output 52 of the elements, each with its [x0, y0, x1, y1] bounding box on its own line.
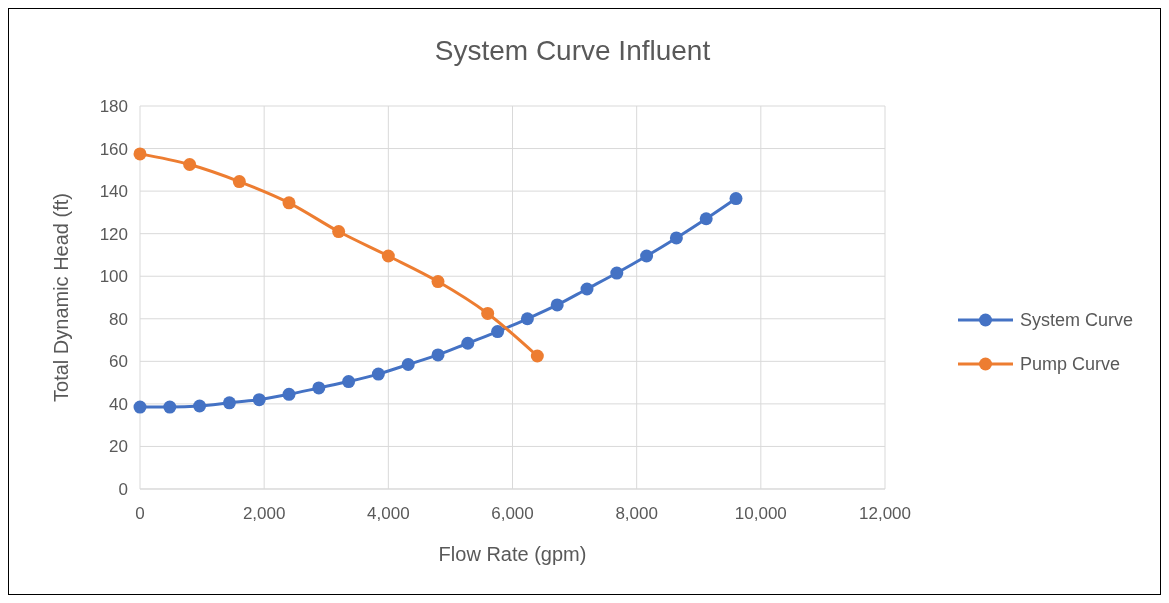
x-tick-label: 6,000 [491, 504, 534, 523]
point [640, 249, 654, 263]
point [232, 175, 246, 189]
point [312, 381, 326, 395]
point [342, 375, 356, 389]
y-tick-label: 180 [99, 97, 128, 116]
point [530, 349, 544, 363]
point [699, 212, 713, 226]
point [431, 348, 445, 362]
point [610, 266, 624, 280]
y-tick-label: 60 [109, 352, 128, 372]
y-axis-title: Total Dynamic Head (ft) [50, 193, 72, 402]
x-tick-label: 4,000 [367, 504, 410, 523]
y-tick-label: 140 [99, 182, 128, 202]
point [520, 312, 534, 326]
point [481, 306, 495, 320]
point [163, 400, 177, 414]
y-tick-label: 20 [109, 437, 128, 457]
x-axis-title: Flow Rate (gpm) [438, 543, 587, 565]
point [431, 275, 445, 289]
legend-label: Pump Curve [1020, 354, 1121, 374]
point [401, 358, 415, 372]
point [252, 393, 266, 407]
point [133, 400, 147, 414]
point [461, 336, 475, 350]
point [729, 192, 743, 206]
point [133, 147, 147, 161]
y-tick-label: 40 [109, 394, 128, 414]
point [193, 399, 207, 413]
y-tick-label: 0 [118, 480, 128, 499]
point [282, 196, 296, 210]
point [381, 249, 395, 263]
point [669, 231, 683, 245]
x-tick-label: 0 [135, 504, 145, 523]
point [222, 396, 236, 410]
x-tick-label: 2,000 [242, 504, 286, 523]
y-tick-label: 80 [109, 309, 128, 329]
y-tick-label: 120 [99, 224, 128, 244]
point [580, 282, 594, 296]
x-tick-label: 8,000 [615, 504, 658, 523]
chart-title: System Curve Influent [434, 35, 711, 66]
point [332, 225, 346, 239]
point [282, 387, 296, 401]
point [371, 367, 385, 381]
point [550, 298, 564, 312]
x-tick-label: 10,000 [734, 504, 787, 523]
y-tick-label: 160 [99, 139, 128, 159]
point [491, 325, 505, 339]
y-tick-label: 100 [99, 267, 128, 287]
legend-label: System Curve [1020, 310, 1134, 330]
point [183, 158, 197, 172]
x-tick-label: 12,000 [859, 504, 911, 523]
